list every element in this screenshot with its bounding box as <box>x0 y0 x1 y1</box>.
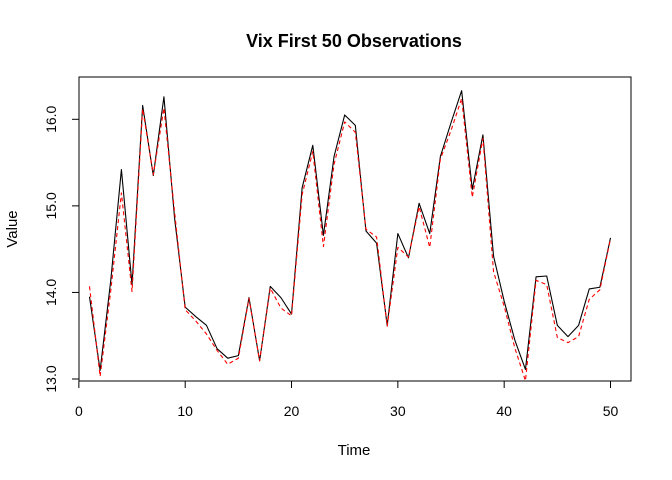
x-axis: 0 10 20 30 40 50 <box>75 380 619 419</box>
x-tick-label: 30 <box>390 403 406 419</box>
x-tick-label: 40 <box>496 403 512 419</box>
x-axis-label: Time <box>338 442 371 459</box>
y-axis: 13.0 14.0 15.0 16.0 <box>43 105 80 393</box>
y-tick-label: 13.0 <box>43 365 59 392</box>
chart-title: Vix First 50 Observations <box>246 31 462 51</box>
x-tick-label: 50 <box>603 403 619 419</box>
y-tick-label: 15.0 <box>43 192 59 219</box>
y-tick-label: 14.0 <box>43 279 59 306</box>
plot-frame <box>78 76 632 382</box>
series-line-solid <box>88 90 612 371</box>
series-line-dashed <box>88 97 612 382</box>
y-axis-label: Value <box>4 210 21 247</box>
x-tick-label: 20 <box>284 403 300 419</box>
x-tick-label: 0 <box>75 403 83 419</box>
x-tick-label: 10 <box>177 403 193 419</box>
y-tick-label: 16.0 <box>43 105 59 132</box>
series-layer <box>88 90 612 382</box>
